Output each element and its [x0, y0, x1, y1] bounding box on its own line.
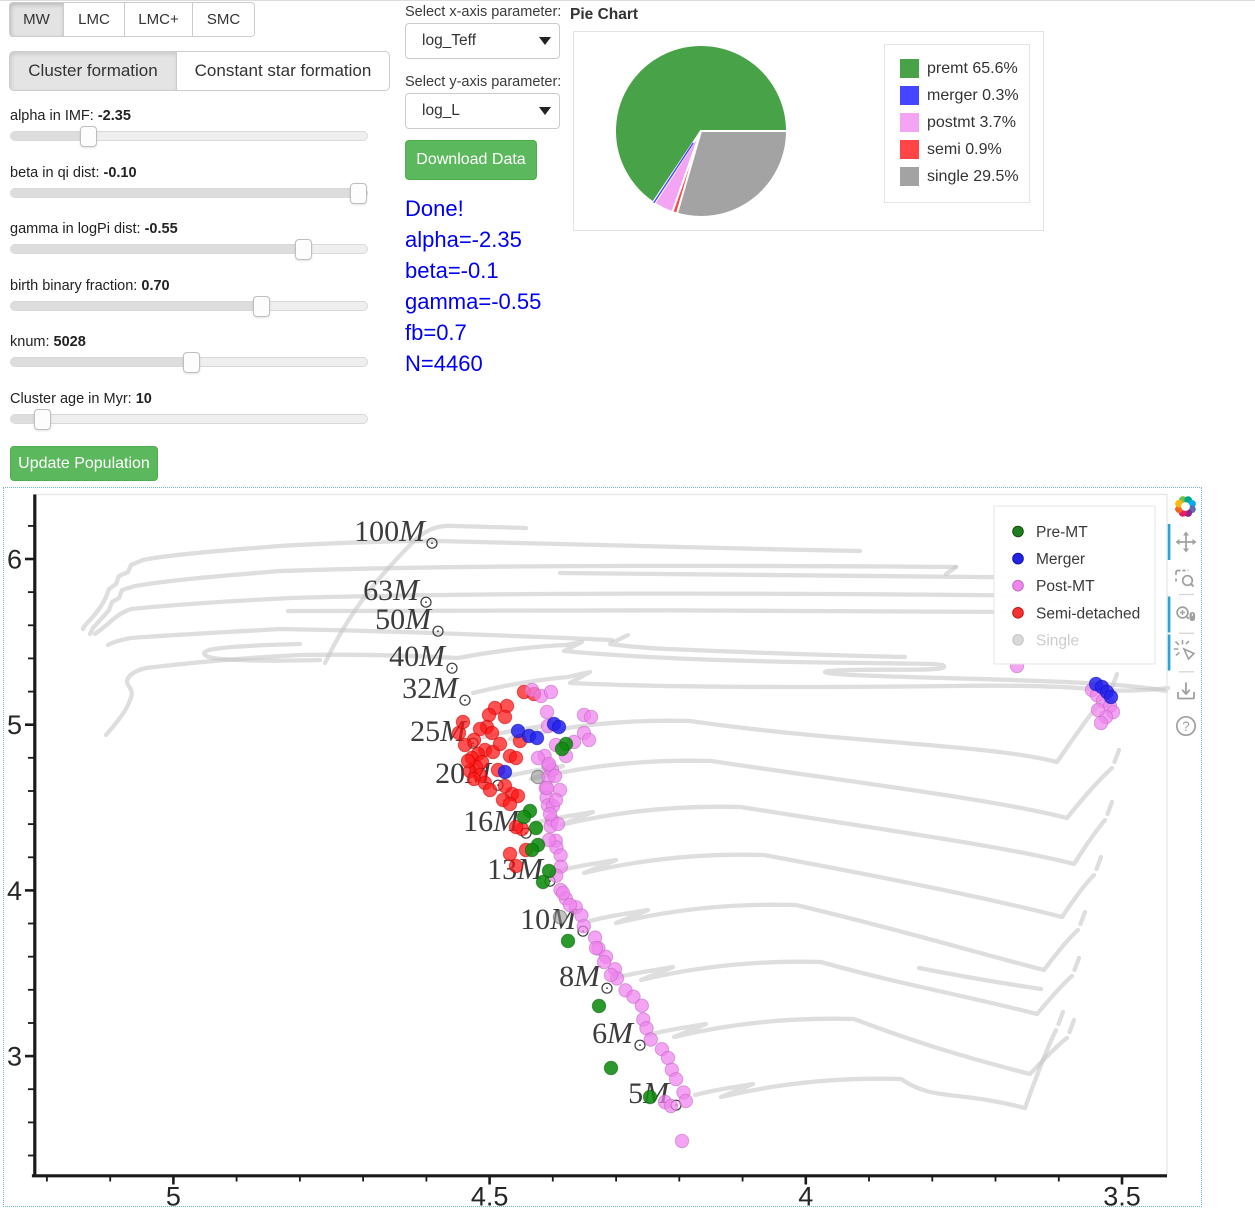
svg-text:50M: 50M: [375, 601, 433, 636]
svg-text:5: 5: [7, 710, 22, 740]
svg-text:6: 6: [7, 545, 22, 575]
svg-text:4: 4: [798, 1182, 813, 1208]
svg-text:Semi-detached: Semi-detached: [1036, 605, 1140, 622]
svg-text:Post-MT: Post-MT: [1036, 578, 1095, 595]
svg-text:100M: 100M: [354, 513, 427, 548]
svg-text:3: 3: [7, 1042, 22, 1072]
svg-text:63M: 63M: [363, 572, 421, 607]
svg-text:5: 5: [166, 1182, 181, 1208]
svg-text:Merger: Merger: [1036, 551, 1085, 568]
svg-text:Single: Single: [1036, 632, 1079, 649]
svg-text:6M: 6M: [592, 1015, 635, 1050]
svg-text:?: ?: [1182, 719, 1190, 734]
svg-text:4.5: 4.5: [471, 1182, 509, 1208]
svg-text:4: 4: [7, 876, 22, 906]
svg-text:Pre-MT: Pre-MT: [1036, 524, 1088, 541]
svg-text:40M: 40M: [389, 638, 447, 673]
svg-text:32M: 32M: [402, 670, 460, 705]
svg-text:8M: 8M: [559, 958, 602, 993]
svg-text:3.5: 3.5: [1103, 1182, 1141, 1208]
